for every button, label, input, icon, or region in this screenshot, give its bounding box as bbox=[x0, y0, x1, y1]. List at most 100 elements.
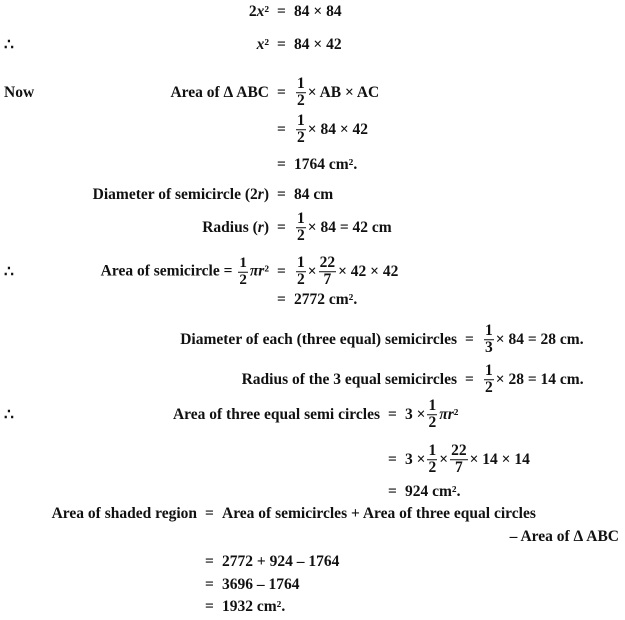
math-text: r bbox=[257, 186, 264, 203]
equation-rhs: 1 2 × 84 = 42 cm bbox=[294, 210, 392, 245]
math-text: ² bbox=[453, 406, 459, 423]
math-text: Area of semicircles + Area of three equa… bbox=[222, 505, 536, 522]
math-text: × bbox=[439, 451, 449, 468]
fraction-numerator: 1 bbox=[427, 397, 438, 416]
equals-sign: = bbox=[277, 263, 286, 280]
equals-sign: = bbox=[205, 576, 214, 593]
equation-lhs: x² bbox=[257, 36, 269, 54]
fraction-numerator: 1 bbox=[296, 112, 306, 131]
equation-rhs: 1 3 × 84 = 28 cm. bbox=[482, 322, 584, 357]
fraction-denominator: 2 bbox=[428, 414, 437, 432]
math-text: Area of three equal semi circles bbox=[172, 406, 380, 423]
equation-rhs: 2772 cm². bbox=[294, 291, 357, 309]
equation-rhs: 84 × 84 bbox=[294, 3, 342, 21]
math-text: Area of Δ ABC bbox=[170, 84, 269, 101]
equals-sign: = bbox=[465, 331, 474, 348]
fraction-numerator: 1 bbox=[484, 322, 494, 341]
math-text: 3696 – 1764 bbox=[222, 576, 300, 593]
fraction-numerator: 1 bbox=[296, 210, 306, 229]
math-text: 3 × bbox=[405, 451, 426, 468]
equation-rhs: 84 × 42 bbox=[294, 36, 342, 54]
equation-rhs: 924 cm². bbox=[405, 483, 460, 501]
math-text: Radius ( bbox=[202, 219, 258, 236]
fraction-numerator: 1 bbox=[484, 362, 494, 381]
equals-sign: = bbox=[277, 186, 286, 203]
fraction-denominator: 2 bbox=[297, 227, 305, 245]
fraction-numerator: 22 bbox=[318, 254, 337, 273]
fraction-denominator: 2 bbox=[297, 92, 305, 110]
math-text: x bbox=[256, 3, 265, 20]
equals-sign: = bbox=[465, 371, 474, 388]
equation-lhs: Radius (r) bbox=[202, 219, 269, 237]
math-text: 2772 + 924 – 1764 bbox=[222, 553, 340, 570]
math-text: 924 cm². bbox=[405, 483, 461, 500]
equation-lhs: Diameter of each (three equal) semicircl… bbox=[180, 331, 457, 349]
fraction-denominator: 2 bbox=[297, 129, 305, 147]
math-text: π bbox=[249, 262, 259, 280]
equation-lhs: Diameter of semicircle (2r) bbox=[93, 186, 269, 204]
math-text: Area of semicircle = bbox=[100, 262, 237, 280]
fraction-denominator: 3 bbox=[485, 339, 493, 357]
math-text: Radius of the 3 equal semicircles bbox=[241, 371, 457, 388]
math-text: 84 × 42 bbox=[294, 36, 342, 53]
equation-rhs: 84 cm bbox=[294, 186, 333, 204]
math-text: x bbox=[256, 36, 265, 53]
equals-sign: = bbox=[277, 36, 286, 53]
line-prefix: ∴ bbox=[4, 406, 14, 424]
math-text: Diameter of semicircle (2 bbox=[92, 186, 258, 203]
math-text: ² bbox=[264, 262, 269, 280]
equals-sign: = bbox=[277, 291, 286, 308]
fraction-numerator: 1 bbox=[296, 75, 306, 94]
math-text: ) bbox=[263, 219, 269, 236]
math-text: × 84 = 42 cm bbox=[307, 219, 392, 236]
equals-sign: = bbox=[277, 156, 286, 173]
equation-rhs: 1932 cm². bbox=[222, 598, 285, 616]
math-text: × AB × AC bbox=[307, 84, 380, 101]
equals-sign: = bbox=[205, 598, 214, 615]
math-text: 2772 cm². bbox=[294, 291, 358, 308]
equals-sign: = bbox=[277, 3, 286, 20]
fraction-denominator: 7 bbox=[323, 271, 332, 289]
equals-sign: = bbox=[277, 84, 286, 101]
math-text: ² bbox=[264, 3, 269, 20]
fraction: 22 7 bbox=[318, 254, 337, 289]
fraction-denominator: 2 bbox=[297, 271, 305, 289]
math-text: π bbox=[439, 406, 448, 423]
equals-sign: = bbox=[277, 121, 286, 138]
equation-rhs: 1 2 × 84 × 42 bbox=[294, 112, 369, 147]
equation-lhs: Radius of the 3 equal semicircles bbox=[242, 371, 457, 389]
equals-sign: = bbox=[277, 219, 286, 236]
math-text: ² bbox=[264, 36, 269, 53]
math-text: × 84 × 42 bbox=[307, 121, 369, 138]
math-text: 1932 cm². bbox=[222, 598, 286, 615]
line-prefix: ∴ bbox=[4, 36, 14, 54]
equation-rhs: 1764 cm². bbox=[294, 156, 357, 174]
fraction-denominator: 2 bbox=[485, 379, 493, 397]
fraction-denominator: 2 bbox=[428, 459, 437, 477]
line-prefix: ∴ bbox=[4, 263, 14, 281]
fraction-denominator: 7 bbox=[454, 459, 463, 477]
fraction-numerator: 22 bbox=[450, 442, 468, 461]
fraction: 22 7 bbox=[450, 442, 468, 477]
math-text: × 28 = 14 cm. bbox=[495, 371, 584, 388]
fraction-numerator: 1 bbox=[427, 442, 438, 461]
equals-sign: = bbox=[388, 406, 397, 423]
equation-lhs: 2x² bbox=[249, 3, 269, 21]
equation-rhs: 1 2 × 28 = 14 cm. bbox=[482, 362, 584, 397]
math-text: × bbox=[307, 263, 317, 280]
equals-sign: = bbox=[388, 451, 397, 468]
math-text: × 42 × 42 bbox=[338, 263, 399, 280]
equals-sign: = bbox=[205, 553, 214, 570]
math-text: r bbox=[257, 219, 264, 236]
equation-lhs: Area of shaded region bbox=[52, 505, 197, 523]
equation-rhs: 3696 – 1764 bbox=[222, 576, 300, 594]
continuation-text: – Area of Δ ABC bbox=[509, 528, 619, 545]
line-prefix: Now bbox=[4, 84, 35, 101]
